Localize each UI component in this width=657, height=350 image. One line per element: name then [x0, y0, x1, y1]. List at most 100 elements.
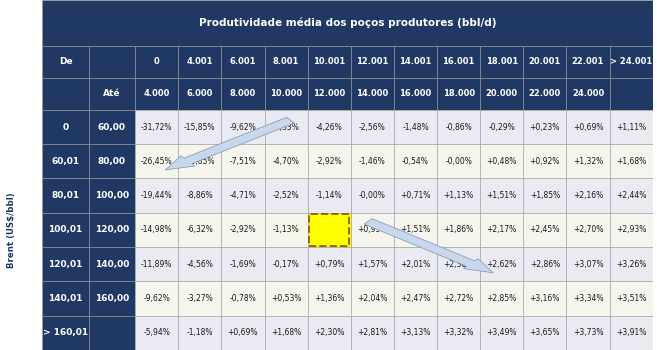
Text: -6,33%: -6,33% [273, 122, 300, 132]
Bar [351, 213, 394, 247]
Text: 4.000: 4.000 [143, 89, 170, 98]
Bar [351, 178, 394, 213]
Bar [394, 78, 437, 110]
Text: > 160,01: > 160,01 [43, 328, 88, 337]
Text: -31,72%: -31,72% [141, 122, 172, 132]
Bar [178, 316, 221, 350]
Bar [135, 110, 178, 144]
Bar [566, 110, 610, 144]
Bar [307, 46, 351, 78]
Text: -0,54%: -0,54% [402, 157, 429, 166]
Text: +2,16%: +2,16% [573, 191, 603, 200]
Text: -1,13%: -1,13% [273, 225, 300, 234]
Bar [394, 316, 437, 350]
Text: -8,86%: -8,86% [187, 191, 213, 200]
Bar [221, 281, 265, 316]
Bar [610, 78, 652, 110]
Text: +2,70%: +2,70% [573, 225, 603, 234]
Text: 4.001: 4.001 [187, 57, 213, 66]
Bar [89, 281, 135, 316]
Bar [480, 247, 524, 281]
Bar [566, 78, 610, 110]
Text: +2,30%: +2,30% [314, 328, 344, 337]
Text: -2,52%: -2,52% [273, 191, 300, 200]
Text: +2,17%: +2,17% [487, 225, 517, 234]
Text: 14.001: 14.001 [399, 57, 432, 66]
Text: +3,73%: +3,73% [573, 328, 603, 337]
Text: -0,17%: -0,17% [273, 260, 300, 269]
Bar [566, 178, 610, 213]
Bar [43, 213, 89, 247]
Bar [610, 144, 652, 178]
Bar [610, 281, 652, 316]
Text: +3,13%: +3,13% [400, 328, 430, 337]
Text: 80,00: 80,00 [98, 157, 126, 166]
Text: 100,01: 100,01 [49, 225, 83, 234]
Text: +2,47%: +2,47% [400, 294, 430, 303]
Bar [524, 46, 566, 78]
Bar [265, 316, 307, 350]
Text: 0: 0 [154, 57, 160, 66]
Bar [351, 110, 394, 144]
Text: +3,32%: +3,32% [443, 328, 474, 337]
Bar [265, 144, 307, 178]
Bar [524, 247, 566, 281]
Bar [351, 144, 394, 178]
Text: 20.001: 20.001 [529, 57, 561, 66]
Bar [135, 78, 178, 110]
Polygon shape [166, 117, 294, 170]
Text: +3,26%: +3,26% [616, 260, 646, 269]
Bar [43, 316, 89, 350]
Bar [89, 144, 135, 178]
Text: -0,00%: -0,00% [359, 191, 386, 200]
Text: 100,00: 100,00 [95, 191, 129, 200]
Text: 8.000: 8.000 [230, 89, 256, 98]
Bar [437, 281, 480, 316]
Text: +1,36%: +1,36% [314, 294, 344, 303]
Bar [524, 281, 566, 316]
Text: +1,51%: +1,51% [400, 225, 430, 234]
Text: 14.000: 14.000 [356, 89, 388, 98]
Text: -2,92%: -2,92% [316, 157, 342, 166]
Bar [524, 213, 566, 247]
Bar [135, 316, 178, 350]
Bar [135, 281, 178, 316]
Text: 22.001: 22.001 [572, 57, 604, 66]
Text: 12.001: 12.001 [356, 57, 388, 66]
Text: 22.000: 22.000 [529, 89, 561, 98]
Bar [394, 144, 437, 178]
Bar [221, 110, 265, 144]
Bar [43, 46, 89, 78]
Bar [221, 213, 265, 247]
Bar [265, 178, 307, 213]
Bar [43, 247, 89, 281]
Bar [265, 247, 307, 281]
Text: +0,23%: +0,23% [530, 122, 560, 132]
Text: -0,78%: -0,78% [229, 294, 256, 303]
Text: +3,16%: +3,16% [530, 294, 560, 303]
Text: +3,51%: +3,51% [616, 294, 646, 303]
Text: +2,86%: +2,86% [530, 260, 560, 269]
Text: -1,48%: -1,48% [402, 122, 429, 132]
Text: -0,00%: -0,00% [445, 157, 472, 166]
Text: > 24.001: > 24.001 [610, 57, 652, 66]
Bar [265, 46, 307, 78]
Text: +2,01%: +2,01% [400, 260, 430, 269]
Bar [265, 78, 307, 110]
Bar [265, 213, 307, 247]
Bar [610, 213, 652, 247]
Text: -19,44%: -19,44% [141, 191, 173, 200]
Bar [480, 281, 524, 316]
Text: -4,56%: -4,56% [187, 260, 214, 269]
Text: -1,14%: -1,14% [316, 191, 342, 200]
Bar [566, 247, 610, 281]
Bar [43, 178, 89, 213]
Bar [178, 46, 221, 78]
Bar [524, 316, 566, 350]
Bar [43, 78, 89, 110]
Text: +1,11%: +1,11% [616, 122, 646, 132]
Bar [221, 46, 265, 78]
Bar [307, 144, 351, 178]
Text: 18.001: 18.001 [486, 57, 518, 66]
Bar [89, 247, 135, 281]
